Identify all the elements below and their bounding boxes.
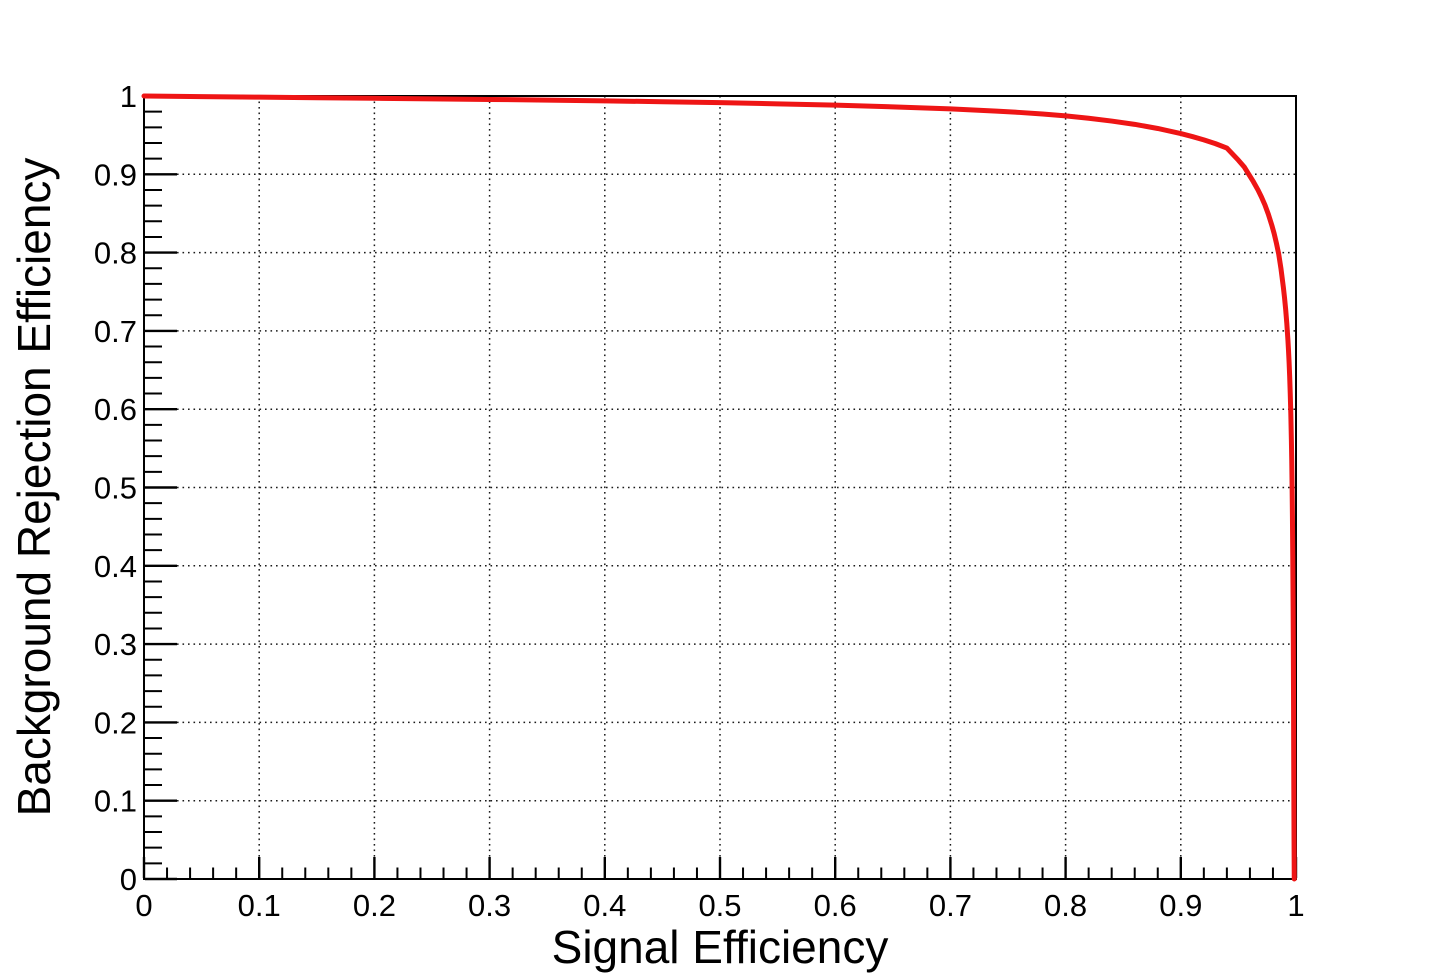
tick-label-layer: 0 0.1 0.2 0.3 0.4 0.5 0.6 0.7 0.8 0.9 1 0 0.1 0.2 0.3 0… [94,79,1305,923]
x-tick-label: 0.2 [353,888,396,923]
x-axis-title: Signal Efficiency [552,921,889,973]
y-tick-label: 0.1 [94,784,137,819]
y-tick-label: 0.6 [94,392,137,427]
x-tick-label: 0.5 [698,888,741,923]
roc-curve-line [141,93,1297,882]
plot-frame [143,95,1297,880]
x-tick-label: 0.1 [238,888,281,923]
y-axis-title: Background Rejection Efficiency [8,158,60,817]
frame-layer [143,95,1297,880]
y-tick-label: 1 [120,79,137,114]
y-tick-label: 0.4 [94,549,137,584]
grid-layer [144,96,1296,879]
y-tick-label: 0.9 [94,157,137,192]
x-tick-label: 0.8 [1044,888,1087,923]
x-tick-label: 0.7 [929,888,972,923]
x-tick-label: 0 [135,888,152,923]
tick-layer [142,94,1298,881]
y-tick-label: 0.7 [94,314,137,349]
y-tick-label: 0 [120,862,137,897]
x-tick-label: 0.4 [583,888,626,923]
x-tick-label: 1 [1287,888,1304,923]
y-tick-label: 0.2 [94,705,137,740]
y-tick-label: 0.5 [94,471,137,506]
y-tick-label: 0.8 [94,236,137,271]
x-tick-label: 0.6 [814,888,857,923]
x-tick-label: 0.3 [468,888,511,923]
y-tick-label: 0.3 [94,627,137,662]
x-tick-label: 0.9 [1159,888,1202,923]
curve-layer [141,93,1297,882]
